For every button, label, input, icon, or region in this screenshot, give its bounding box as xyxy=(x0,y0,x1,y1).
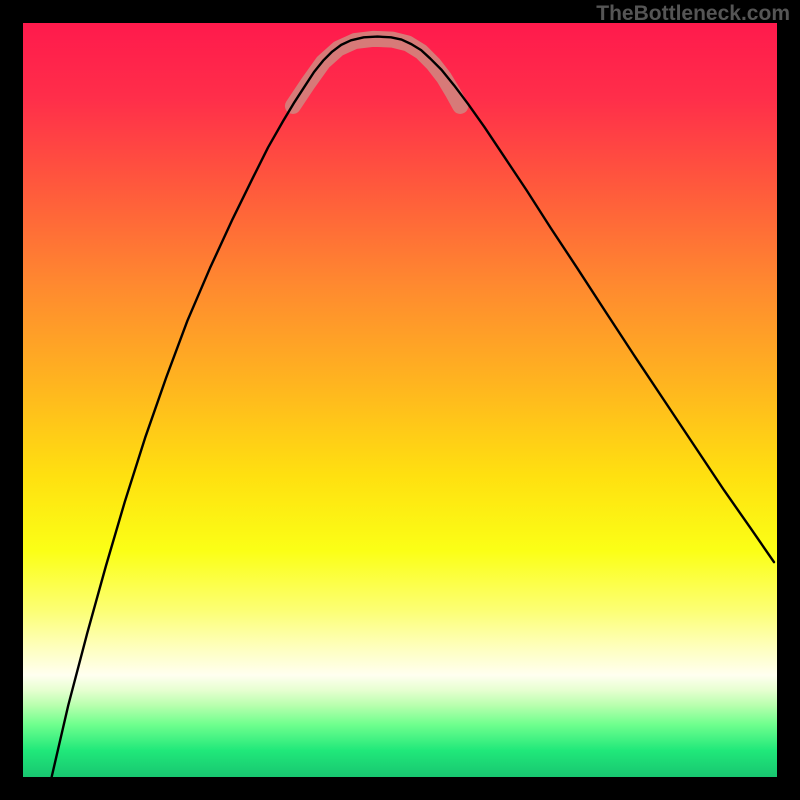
chart-plot-area xyxy=(23,23,777,777)
attribution-text: TheBottleneck.com xyxy=(596,2,790,26)
chart-svg xyxy=(23,23,777,777)
